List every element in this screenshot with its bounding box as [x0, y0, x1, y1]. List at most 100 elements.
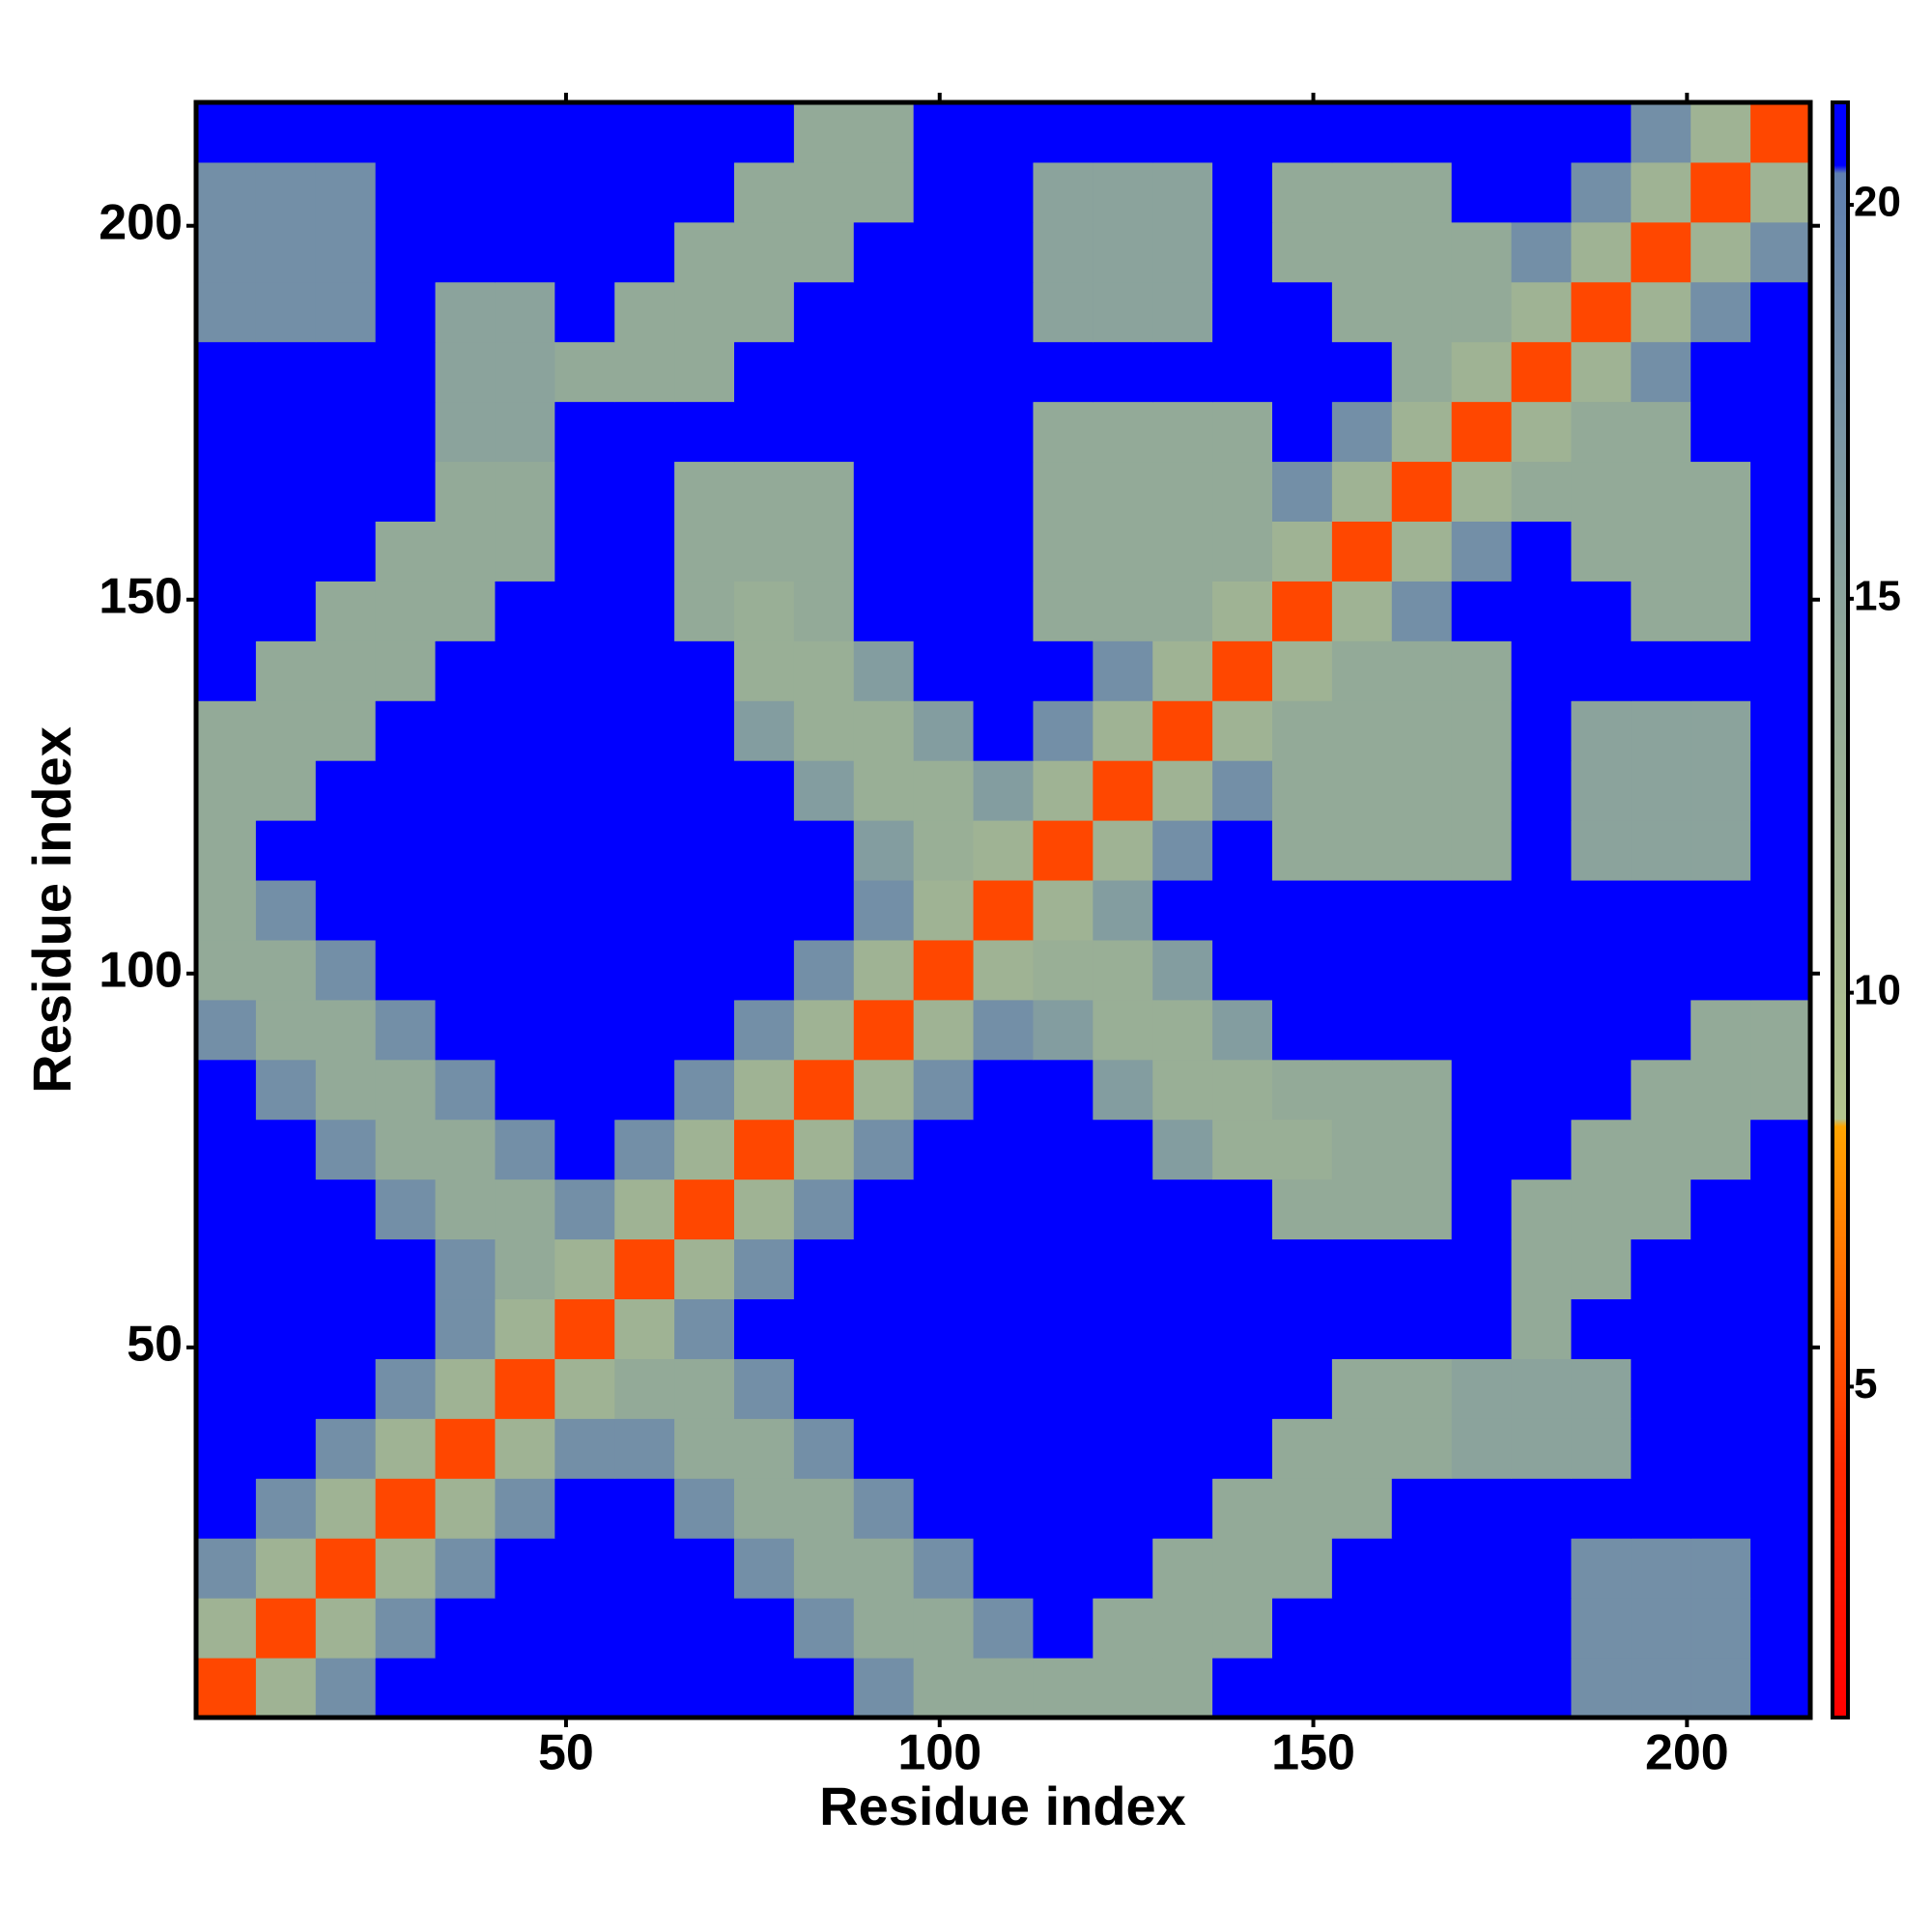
- heatmap-cell: [1212, 161, 1273, 223]
- heatmap-cell: [614, 999, 675, 1061]
- heatmap-cell: [255, 939, 317, 1001]
- heatmap-cell: [1690, 939, 1751, 1001]
- heatmap-cell: [1451, 1238, 1513, 1300]
- heatmap-cell: [1571, 1059, 1632, 1121]
- heatmap-cell: [734, 1119, 795, 1180]
- heatmap-cell: [435, 1059, 496, 1121]
- heatmap-cell: [435, 161, 496, 223]
- heatmap-cell: [196, 640, 257, 701]
- heatmap-cell: [913, 1179, 975, 1240]
- heatmap-cell: [1212, 700, 1273, 761]
- heatmap-cell: [375, 281, 437, 343]
- heatmap-cell: [495, 640, 555, 701]
- heatmap-cell: [1511, 281, 1572, 343]
- heatmap-cell: [1212, 820, 1273, 881]
- heatmap-cell: [196, 700, 257, 761]
- heatmap-cell: [674, 221, 735, 283]
- heatmap-cell: [1631, 161, 1691, 223]
- heatmap-cell: [435, 461, 496, 522]
- heatmap-cell: [734, 1538, 795, 1599]
- heatmap-cell: [255, 1478, 317, 1539]
- heatmap-cell: [1511, 1478, 1572, 1539]
- heatmap-cell: [255, 102, 317, 163]
- heatmap-cell: [614, 760, 675, 821]
- heatmap-cell: [255, 1358, 317, 1419]
- heatmap-cell: [1093, 1238, 1153, 1300]
- heatmap-cell: [853, 820, 915, 881]
- heatmap-cell: [734, 1598, 795, 1659]
- heatmap-cell: [734, 880, 795, 941]
- heatmap-cell: [1631, 102, 1691, 163]
- heatmap-cell: [1152, 880, 1213, 941]
- heatmap-cell: [255, 1598, 317, 1659]
- heatmap-cell: [853, 1298, 915, 1359]
- heatmap-cell: [554, 281, 615, 343]
- heatmap-cell: [1690, 461, 1751, 522]
- x-axis-title: Residue index: [819, 1776, 1186, 1836]
- heatmap-cell: [1690, 102, 1751, 163]
- colorbar-tick-label: 10: [1854, 966, 1901, 1013]
- heatmap-cell: [734, 939, 795, 1001]
- heatmap-cell: [495, 999, 555, 1061]
- heatmap-cell: [674, 1658, 735, 1719]
- heatmap-cell: [1212, 939, 1273, 1001]
- heatmap-cell: [196, 1179, 257, 1240]
- heatmap-cell: [375, 640, 437, 701]
- heatmap-cell: [1631, 1358, 1691, 1419]
- heatmap-cell: [1571, 1478, 1632, 1539]
- heatmap-cell: [734, 521, 795, 582]
- heatmap-cell: [1152, 1358, 1213, 1419]
- heatmap-cell: [793, 999, 855, 1061]
- heatmap-cell: [435, 640, 496, 701]
- heatmap-cell: [1093, 760, 1153, 821]
- heatmap-cell: [973, 281, 1034, 343]
- heatmap-cell: [614, 221, 675, 283]
- heatmap-cell: [1571, 161, 1632, 223]
- heatmap-cell: [913, 760, 975, 821]
- heatmap-cell: [973, 1358, 1034, 1419]
- heatmap-cell: [554, 1358, 615, 1419]
- heatmap-cell: [1451, 1059, 1513, 1121]
- heatmap-cell: [1093, 1478, 1153, 1539]
- heatmap-cell: [315, 1418, 377, 1479]
- heatmap-cell: [1750, 880, 1811, 941]
- heatmap-cell: [1750, 939, 1811, 1001]
- heatmap-cell: [1331, 1658, 1393, 1719]
- heatmap-cell: [1033, 221, 1094, 283]
- heatmap-cell: [1631, 640, 1691, 701]
- heatmap-cell: [255, 640, 317, 701]
- heatmap-cell: [913, 1598, 975, 1659]
- heatmap-cell: [1212, 1478, 1273, 1539]
- heatmap: [196, 102, 1811, 1719]
- heatmap-cell: [1391, 521, 1453, 582]
- heatmap-cell: [1451, 221, 1513, 283]
- heatmap-cell: [913, 939, 975, 1001]
- heatmap-cell: [614, 1418, 675, 1479]
- heatmap-cell: [315, 1119, 377, 1180]
- heatmap-cell: [793, 640, 855, 701]
- heatmap-cell: [1391, 700, 1453, 761]
- heatmap-cell: [1093, 341, 1153, 403]
- heatmap-cell: [1511, 1418, 1572, 1479]
- heatmap-cell: [1571, 700, 1632, 761]
- heatmap-cell: [554, 939, 615, 1001]
- heatmap-cell: [793, 760, 855, 821]
- heatmap-cell: [495, 1598, 555, 1659]
- heatmap-cell: [1451, 1119, 1513, 1180]
- heatmap-cell: [1750, 999, 1811, 1061]
- heatmap-cell: [734, 1478, 795, 1539]
- heatmap-cell: [1631, 221, 1691, 283]
- heatmap-cell: [554, 102, 615, 163]
- heatmap-cell: [315, 221, 377, 283]
- heatmap-cell: [1451, 281, 1513, 343]
- heatmap-cell: [1571, 1418, 1632, 1479]
- heatmap-cell: [1571, 221, 1632, 283]
- heatmap-cell: [1033, 1298, 1094, 1359]
- heatmap-cell: [255, 341, 317, 403]
- heatmap-cell: [1093, 401, 1153, 463]
- heatmap-cell: [1093, 161, 1153, 223]
- heatmap-cell: [196, 1478, 257, 1539]
- heatmap-cell: [196, 1358, 257, 1419]
- heatmap-cell: [913, 341, 975, 403]
- heatmap-cell: [793, 521, 855, 582]
